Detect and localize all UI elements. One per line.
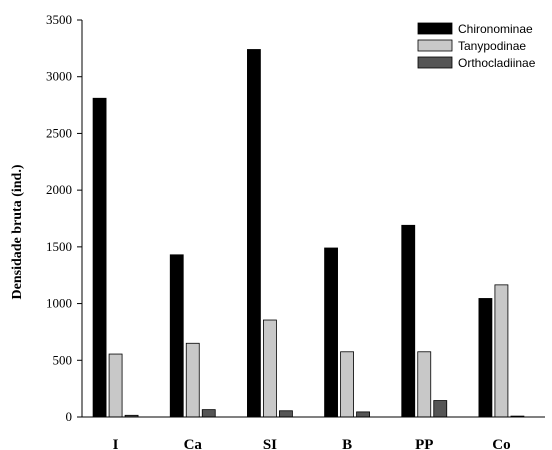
bar-tanypodinae-b — [340, 351, 354, 418]
y-tick-label: 500 — [53, 352, 73, 367]
bar-chironominae-si — [247, 49, 261, 418]
bar-orthocladiinae-b — [356, 411, 370, 418]
legend-label-chironominae: Chironominae — [458, 22, 533, 36]
legend-swatch-tanypodinae — [417, 39, 453, 52]
legend-swatch-chironominae — [417, 22, 453, 35]
x-tick-label: I — [113, 437, 119, 450]
bar-orthocladiinae-si — [279, 410, 293, 418]
y-tick-label: 2500 — [46, 125, 72, 140]
bar-tanypodinae-pp — [417, 351, 432, 418]
bar-chironominae-ca — [169, 254, 184, 418]
y-axis-title: Densidade bruta (ind.) — [10, 164, 25, 299]
bar-chironominae-b — [324, 247, 338, 418]
bar-chironominae-i — [92, 97, 107, 418]
x-tick-label: SI — [263, 437, 277, 450]
legend-label-orthocladiinae: Orthocladiinae — [458, 56, 536, 70]
bar-orthocladiinae-ca — [201, 409, 216, 418]
axes-group: 0 500 1000 1500 2000 2500 3000 3500 I Ca SI B PP Co — [46, 12, 545, 450]
x-tick-label: Ca — [184, 437, 203, 450]
bar-tanypodinae-co — [494, 284, 509, 418]
bars-group — [92, 49, 525, 418]
y-tick-label: 1500 — [46, 239, 72, 254]
bar-chironominae-co — [478, 298, 493, 418]
legend-swatch-orthocladiinae — [417, 56, 453, 69]
legend-label-tanypodinae: Tanypodinae — [458, 39, 526, 53]
x-tick-label: PP — [415, 437, 433, 450]
x-tick-label: B — [342, 437, 352, 450]
bar-tanypodinae-i — [108, 353, 123, 418]
y-tick-label: 3500 — [46, 12, 72, 27]
bar-chironominae-pp — [401, 224, 416, 418]
bar-tanypodinae-si — [263, 319, 277, 418]
x-tick-label: Co — [492, 437, 510, 450]
y-tick-label: 2000 — [46, 182, 72, 197]
y-tick-label: 3000 — [46, 69, 72, 84]
y-tick-label: 0 — [66, 409, 73, 424]
legend: Chironominae Tanypodinae Orthocladiinae — [417, 22, 536, 70]
y-tick-label: 1000 — [46, 296, 72, 311]
bar-tanypodinae-ca — [185, 342, 200, 418]
bar-orthocladiinae-pp — [433, 400, 448, 418]
